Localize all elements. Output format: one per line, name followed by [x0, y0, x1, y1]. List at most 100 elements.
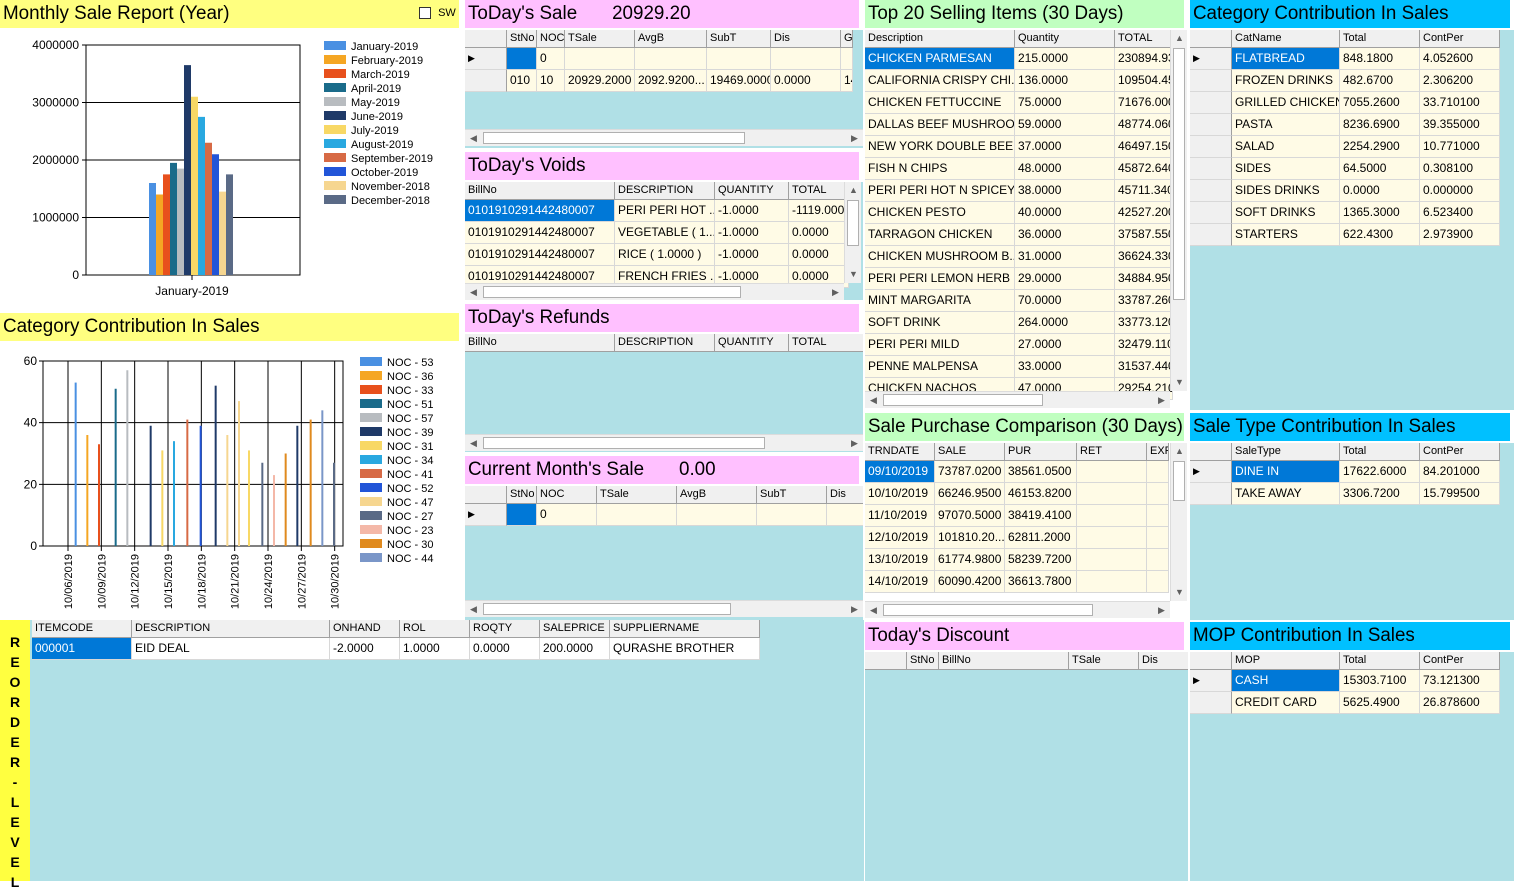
table-row[interactable]: FISH N CHIPS 48.0000 45872.640: [865, 158, 1173, 180]
column-header[interactable]: ITEMCODE: [32, 620, 132, 637]
table-cell[interactable]: FISH N CHIPS: [865, 158, 1015, 180]
table-row[interactable]: 13/10/2019 61774.9800 58239.7200: [865, 549, 1169, 571]
table-cell[interactable]: 0101910291442480007: [465, 244, 615, 266]
column-header[interactable]: TSale: [1069, 652, 1139, 669]
table-cell[interactable]: 230894.93: [1115, 48, 1173, 70]
table-cell[interactable]: 0.0000: [771, 70, 841, 92]
column-header[interactable]: EXP: [1147, 443, 1169, 460]
table-cell[interactable]: 10.771000: [1420, 136, 1500, 158]
table-cell[interactable]: 97070.5000: [935, 505, 1005, 527]
scroll-right-icon[interactable]: ▶: [1158, 395, 1165, 405]
table-row[interactable]: PERI PERI HOT N SPICEY 38.0000 45711.340: [865, 180, 1173, 202]
table-cell[interactable]: [565, 48, 635, 70]
sw-checkbox-wrap[interactable]: SW: [419, 6, 456, 22]
row-selector[interactable]: ▶: [1190, 670, 1232, 692]
row-selector[interactable]: [1190, 692, 1232, 714]
table-cell[interactable]: EID DEAL: [132, 638, 330, 660]
table-cell[interactable]: 5625.4900: [1340, 692, 1420, 714]
table-cell[interactable]: 64.5000: [1340, 158, 1420, 180]
column-header[interactable]: TRNDATE: [865, 443, 935, 460]
table-row[interactable]: 12/10/2019 101810.20... 62811.2000: [865, 527, 1169, 549]
scroll-thumb[interactable]: [483, 437, 765, 449]
table-cell[interactable]: [1077, 461, 1147, 483]
column-header[interactable]: AvgB: [635, 30, 707, 47]
table-cell[interactable]: VEGETABLE ( 1....: [615, 222, 715, 244]
table-cell[interactable]: 622.4300: [1340, 224, 1420, 246]
table-cell[interactable]: PERI PERI HOT N SPICEY: [865, 180, 1015, 202]
table-cell[interactable]: 2092.9200...: [635, 70, 707, 92]
column-header[interactable]: TOTAL: [789, 182, 849, 199]
table-cell[interactable]: [507, 48, 537, 70]
table-cell[interactable]: [707, 48, 771, 70]
table-cell[interactable]: 62811.2000: [1005, 527, 1077, 549]
column-header[interactable]: MOP: [1232, 652, 1340, 669]
table-cell[interactable]: 48774.060: [1115, 114, 1173, 136]
column-header[interactable]: SubT: [707, 30, 771, 47]
row-selector[interactable]: ▶: [1190, 48, 1232, 70]
table-cell[interactable]: 136.0000: [1015, 70, 1115, 92]
table-cell[interactable]: -1119.0000: [789, 200, 849, 222]
table-row[interactable]: 000001 EID DEAL -2.0000 1.0000 0.0000 200.000…: [32, 638, 760, 660]
table-cell[interactable]: [1147, 571, 1169, 593]
column-header[interactable]: G: [841, 30, 853, 47]
scroll-up-icon[interactable]: ▲: [849, 185, 858, 195]
row-selector[interactable]: [1190, 483, 1232, 505]
table-cell[interactable]: -1.0000: [715, 244, 789, 266]
column-header[interactable]: TOTAL: [1115, 30, 1173, 47]
table-cell[interactable]: 27.0000: [1015, 334, 1115, 356]
table-cell[interactable]: 37.0000: [1015, 136, 1115, 158]
table-cell[interactable]: 34884.950: [1115, 268, 1173, 290]
table-cell[interactable]: [597, 504, 677, 526]
scroll-thumb[interactable]: [483, 603, 731, 615]
scroll-thumb[interactable]: [483, 132, 745, 144]
table-row[interactable]: PENNE MALPENSA 33.0000 31537.440: [865, 356, 1173, 378]
table-row[interactable]: CREDIT CARD 5625.4900 26.878600: [1190, 692, 1500, 714]
column-header[interactable]: BillNo: [465, 182, 615, 199]
table-row[interactable]: SOFT DRINK 264.0000 33773.120: [865, 312, 1173, 334]
top20-vscroll[interactable]: ▲ ▼: [1170, 30, 1187, 391]
table-cell[interactable]: 45872.640: [1115, 158, 1173, 180]
table-row[interactable]: 0101910291442480007 VEGETABLE ( 1.... -1.0…: [465, 222, 849, 244]
scroll-thumb[interactable]: [883, 394, 1043, 406]
table-cell[interactable]: GRILLED CHICKEN: [1232, 92, 1340, 114]
sw-checkbox[interactable]: [419, 7, 431, 20]
column-header[interactable]: QUANTITY: [715, 334, 789, 351]
column-header[interactable]: RET: [1077, 443, 1147, 460]
table-row[interactable]: 09/10/2019 73787.0200 38561.0500: [865, 461, 1169, 483]
table-cell[interactable]: 6.523400: [1420, 202, 1500, 224]
row-selector[interactable]: [1190, 224, 1232, 246]
table-cell[interactable]: 60090.4200: [935, 571, 1005, 593]
column-header[interactable]: PUR: [1005, 443, 1077, 460]
row-selector[interactable]: [465, 70, 507, 92]
table-cell[interactable]: 0.0000: [1340, 180, 1420, 202]
table-row[interactable]: STARTERS 622.4300 2.973900: [1190, 224, 1500, 246]
table-cell[interactable]: 17622.6000: [1340, 461, 1420, 483]
scroll-thumb[interactable]: [883, 604, 1093, 616]
table-cell[interactable]: -1.0000: [715, 222, 789, 244]
table-cell[interactable]: [1077, 549, 1147, 571]
column-header[interactable]: SALEPRICE: [540, 620, 610, 637]
column-header[interactable]: SALE: [935, 443, 1005, 460]
table-cell[interactable]: 36.0000: [1015, 224, 1115, 246]
table-cell[interactable]: TARRAGON CHICKEN: [865, 224, 1015, 246]
row-selector[interactable]: [1190, 158, 1232, 180]
table-row[interactable]: PASTA 8236.6900 39.355000: [1190, 114, 1500, 136]
table-cell[interactable]: DINE IN: [1232, 461, 1340, 483]
scroll-down-icon[interactable]: ▼: [1175, 377, 1184, 387]
row-selector[interactable]: ▶: [465, 48, 507, 70]
table-row[interactable]: CHICKEN PARMESAN 215.0000 230894.93: [865, 48, 1173, 70]
sale-purchase-hscroll[interactable]: ◀ ▶: [865, 601, 1170, 618]
table-cell[interactable]: 36624.330: [1115, 246, 1173, 268]
column-header[interactable]: SubT: [757, 486, 827, 503]
table-row[interactable]: CALIFORNIA CRISPY CHI... 136.0000 109504.4…: [865, 70, 1173, 92]
table-cell[interactable]: 264.0000: [1015, 312, 1115, 334]
table-cell[interactable]: 13/10/2019: [865, 549, 935, 571]
table-cell[interactable]: 0101910291442480007: [465, 222, 615, 244]
table-cell[interactable]: 32479.110: [1115, 334, 1173, 356]
table-cell[interactable]: 000001: [32, 638, 132, 660]
table-row[interactable]: ▶ 0: [465, 48, 853, 70]
table-cell[interactable]: 58239.7200: [1005, 549, 1077, 571]
table-row[interactable]: ▶ CASH 15303.7100 73.121300: [1190, 670, 1500, 692]
table-cell[interactable]: 59.0000: [1015, 114, 1115, 136]
table-cell[interactable]: 11/10/2019: [865, 505, 935, 527]
